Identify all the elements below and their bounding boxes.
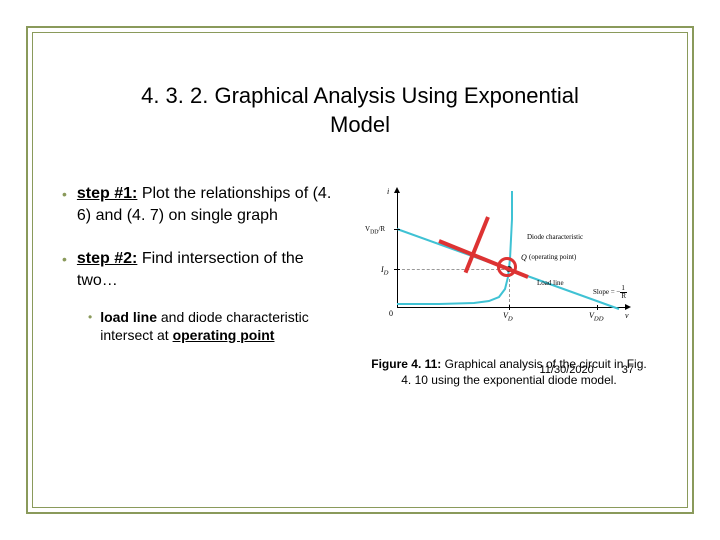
label-zero: 0: [389, 309, 393, 318]
footer-date: 11/30/2020: [540, 364, 594, 376]
dash-to-id: [397, 269, 509, 270]
x-tick: [509, 305, 510, 310]
bullet-list: • step #1: Plot the relationships of (4.…: [62, 183, 342, 388]
bullet-step-1: • step #1: Plot the relationships of (4.…: [62, 183, 342, 226]
load-line-label: load line: [100, 309, 157, 325]
label-q: Q: [521, 253, 527, 262]
bullet-text: step #2: Find intersection of the two…: [77, 248, 342, 291]
bullet-dot-icon: •: [88, 310, 92, 324]
label-v-axis: v: [625, 311, 629, 320]
y-tick: [394, 229, 400, 230]
footer-page: 37: [622, 364, 634, 376]
y-tick: [394, 269, 400, 270]
label-i: i: [387, 187, 389, 196]
label-diode-char: Diode characteristic: [527, 233, 583, 241]
sub-bullet-text: load line and diode characteristic inter…: [100, 308, 342, 344]
label-vd: VD: [503, 311, 513, 323]
label-load-line: Load line: [537, 279, 564, 287]
slide-content: 4. 3. 2. Graphical Analysis Using Expone…: [32, 32, 688, 508]
operating-point-label: operating point: [173, 327, 275, 343]
two-column-layout: • step #1: Plot the relationships of (4.…: [62, 183, 658, 388]
step2-label: step #2:: [77, 250, 137, 267]
bullet-dot-icon: •: [62, 186, 67, 202]
sub-bullet-load-line: • load line and diode characteristic int…: [88, 308, 342, 344]
figure-graph: i VDD/R ID 0 VD VDD v Diode characterist…: [379, 189, 639, 347]
label-id: ID: [381, 265, 388, 277]
bullet-text: step #1: Plot the relationships of (4. 6…: [77, 183, 342, 226]
x-tick: [597, 305, 598, 310]
slide-footer: 11/30/2020 37: [540, 364, 635, 376]
figure-column: i VDD/R ID 0 VD VDD v Diode characterist…: [360, 183, 658, 388]
bullet-dot-icon: •: [62, 251, 67, 267]
bullet-step-2: • step #2: Find intersection of the two…: [62, 248, 342, 291]
label-slope: Slope = −1R: [593, 285, 627, 300]
step1-label: step #1:: [77, 185, 137, 202]
label-vdd-over-r: VDD/R: [365, 225, 385, 235]
label-op-point: (operating point): [529, 253, 576, 261]
caption-bold: Figure 4. 11:: [371, 357, 441, 371]
label-vdd: VDD: [589, 311, 604, 323]
slide-title: 4. 3. 2. Graphical Analysis Using Expone…: [62, 82, 658, 139]
